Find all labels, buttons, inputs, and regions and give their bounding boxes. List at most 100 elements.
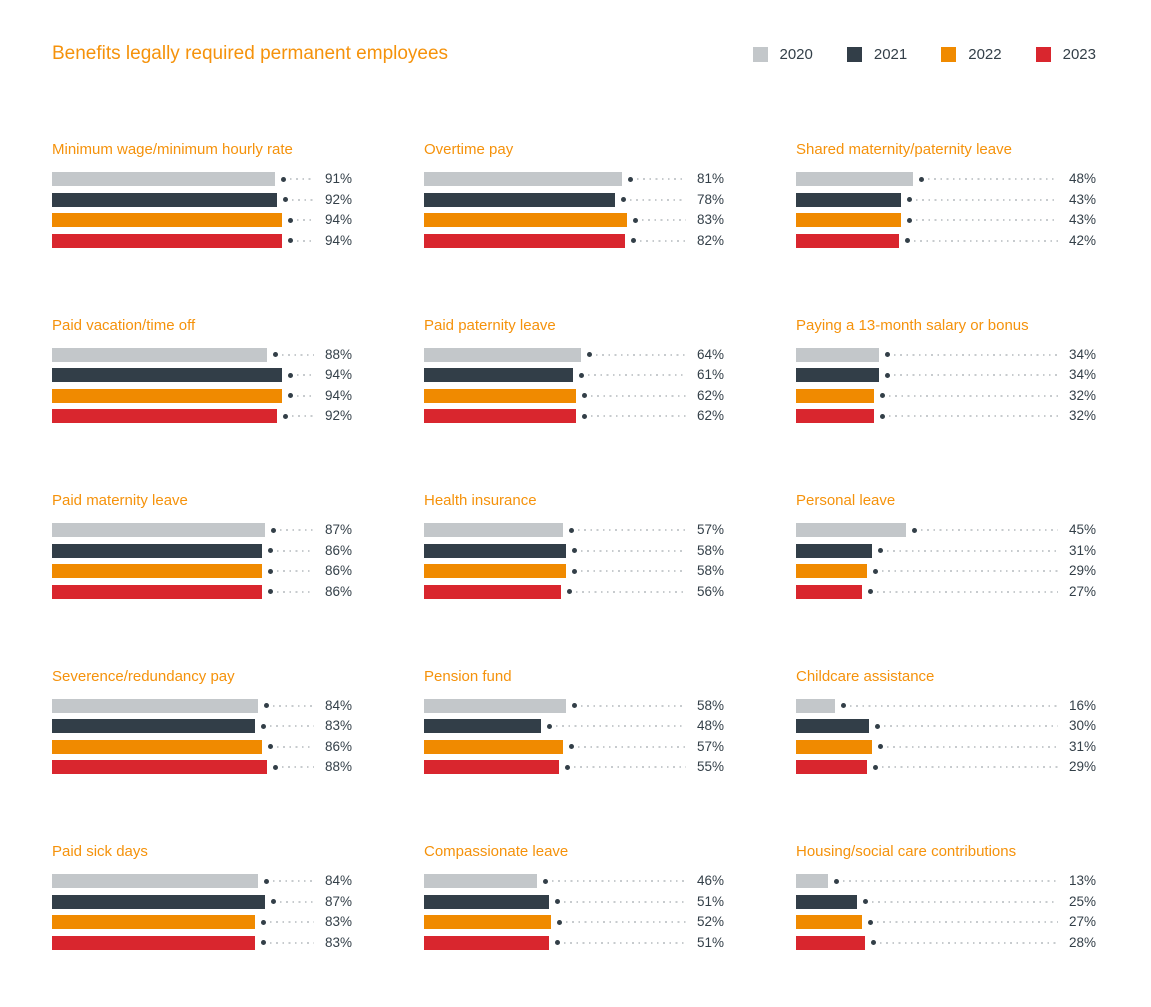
legend: 2020 2021 2022 2023 <box>752 45 1096 63</box>
bar-track <box>796 347 1062 362</box>
bar-track <box>424 564 690 578</box>
bar-row-2021: 31% <box>796 542 1096 558</box>
bar-2023 <box>52 935 256 950</box>
bar-end-dot <box>620 197 626 202</box>
leader-line <box>563 900 686 903</box>
value-label: 88% <box>324 759 352 774</box>
bar-end-dot <box>554 899 560 904</box>
bar-track <box>796 543 1062 558</box>
value-label: 43% <box>1068 191 1096 207</box>
bar-2021 <box>52 368 283 382</box>
bar-track <box>796 523 1062 537</box>
panel-title: Paid maternity leave <box>52 492 188 509</box>
bar-row-2023: 56% <box>424 584 724 599</box>
leader-line <box>578 529 686 531</box>
value-label: 86% <box>324 738 352 754</box>
bar-2021 <box>52 543 263 558</box>
leader-line <box>850 704 1058 707</box>
bar-end-dot <box>633 217 639 223</box>
bar-track <box>52 409 318 423</box>
bar-end-dot <box>273 352 279 357</box>
bar-end-dot <box>581 413 587 419</box>
bar-row-2020: 13% <box>796 874 1096 888</box>
bar-2023 <box>52 233 283 248</box>
leader-line <box>272 880 314 882</box>
value-label: 45% <box>1068 522 1096 537</box>
bar-row-2022: 31% <box>796 739 1096 754</box>
leader-line <box>889 394 1058 397</box>
bar-row-2020: 64% <box>424 347 724 362</box>
bar-end-dot <box>263 878 269 884</box>
bar-track <box>52 915 318 929</box>
bar-2020 <box>424 347 581 362</box>
bar-2021 <box>52 719 256 733</box>
panel-title: Paid sick days <box>52 843 148 860</box>
bar-group: 58% 48% 57% 55% <box>424 698 724 774</box>
bar-end-dot <box>261 723 267 729</box>
leader-line <box>642 219 686 221</box>
value-label: 16% <box>1068 697 1096 713</box>
leader-line <box>580 570 686 572</box>
bar-end-dot <box>868 919 874 925</box>
leader-line <box>573 766 686 768</box>
value-label: 84% <box>324 697 352 713</box>
bar-track <box>52 584 318 599</box>
leader-line <box>578 745 686 748</box>
bar-row-2020: 45% <box>796 523 1096 537</box>
value-label: 48% <box>1068 171 1096 186</box>
bar-row-2023: 28% <box>796 934 1096 950</box>
value-label: 29% <box>1068 759 1096 774</box>
bar-2022 <box>796 564 867 578</box>
bar-row-2021: 25% <box>796 894 1096 909</box>
value-label: 62% <box>696 408 724 423</box>
bar-end-dot <box>586 352 592 357</box>
bar-end-dot <box>567 589 573 594</box>
bar-end-dot <box>833 878 839 884</box>
bar-track <box>424 894 690 909</box>
bar-2023 <box>424 760 559 774</box>
value-label: 28% <box>1068 934 1096 950</box>
bar-track <box>424 698 690 713</box>
panel-title: Paid vacation/time off <box>52 316 196 334</box>
legend-label: 2020 <box>779 45 813 63</box>
bar-2021 <box>796 894 858 909</box>
bar-row-2021: 92% <box>52 191 352 207</box>
bar-group: 57% 58% 58% 56% <box>424 523 724 599</box>
leader-line <box>289 178 314 180</box>
bar-end-dot <box>880 413 886 419</box>
bar-2021 <box>52 894 265 909</box>
bar-track <box>796 698 1062 713</box>
bar-row-2023: 82% <box>424 233 724 248</box>
value-label: 83% <box>324 934 352 950</box>
bar-row-2022: 86% <box>52 738 352 754</box>
bar-track <box>52 719 318 733</box>
value-label: 51% <box>696 934 724 950</box>
bar-2022 <box>424 739 564 754</box>
bar-track <box>796 409 1062 423</box>
value-label: 87% <box>324 522 352 537</box>
bar-end-dot <box>288 238 294 243</box>
panel-title: Childcare assistance <box>796 667 935 685</box>
leader-line <box>639 239 686 242</box>
value-label: 92% <box>324 191 352 207</box>
chart-panel: Paid paternity leave 64% 61% 62% 62% <box>424 316 724 423</box>
bar-track <box>52 172 318 186</box>
bar-end-dot <box>571 548 577 553</box>
bar-track <box>52 874 318 888</box>
leader-line <box>842 880 1058 882</box>
chart-panel: Health insurance 57% 58% 58% 56% <box>424 491 724 599</box>
bar-row-2020: 34% <box>796 347 1096 362</box>
value-label: 31% <box>1068 542 1096 558</box>
bar-end-dot <box>863 899 869 904</box>
value-label: 94% <box>324 212 352 227</box>
chart-panel: Pension fund 58% 48% 57% 55% <box>424 667 724 774</box>
value-label: 91% <box>324 171 352 186</box>
bar-group: 48% 43% 43% 42% <box>796 172 1096 248</box>
bar-row-2022: 57% <box>424 739 724 754</box>
bar-track <box>796 564 1062 578</box>
bar-end-dot <box>885 372 891 378</box>
value-label: 92% <box>324 408 352 423</box>
leader-line <box>590 415 686 417</box>
leader-line <box>277 590 314 593</box>
